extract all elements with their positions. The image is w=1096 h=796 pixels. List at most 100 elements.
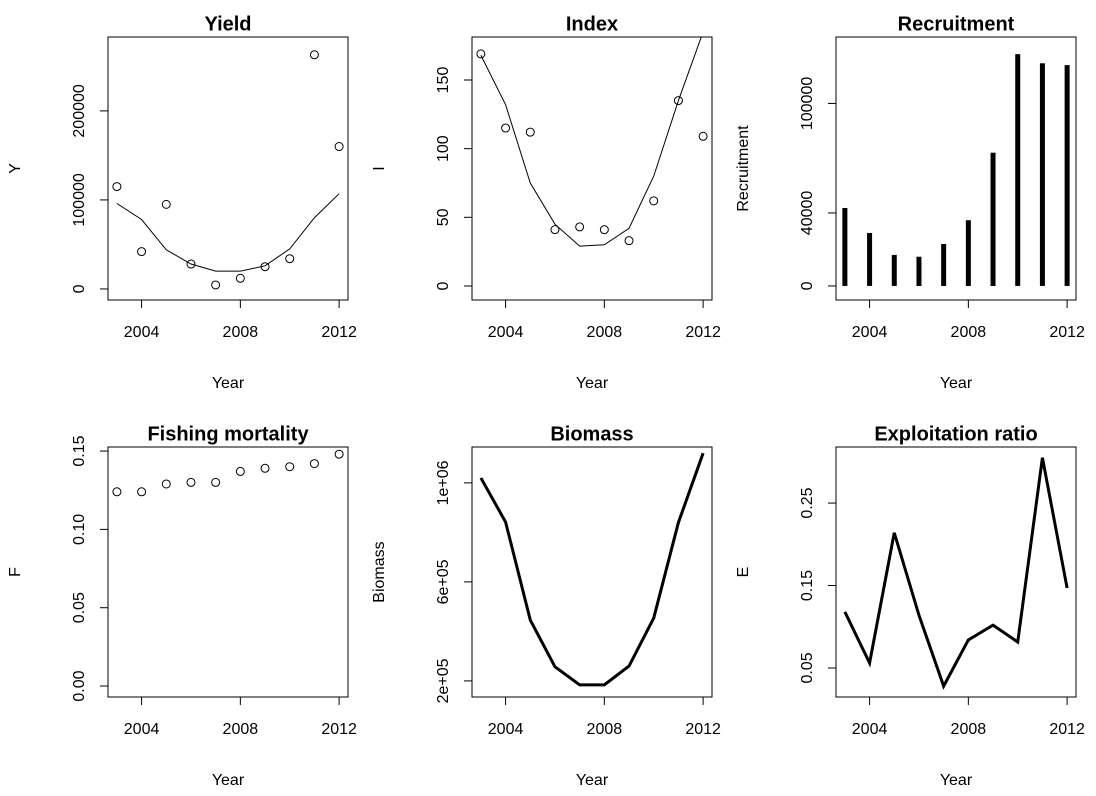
data-point xyxy=(501,123,511,133)
plot-frame xyxy=(471,446,713,698)
data-point xyxy=(137,487,147,497)
panel-title: Fishing mortality xyxy=(147,423,309,445)
y-axis-label: I xyxy=(371,166,388,170)
x-tick-label: 2012 xyxy=(321,721,357,738)
bar xyxy=(891,254,897,286)
data-point xyxy=(285,462,295,472)
data-point xyxy=(235,466,245,476)
x-tick-label: 2008 xyxy=(587,324,623,341)
data-point xyxy=(186,477,196,487)
y-tick-label: 0.15 xyxy=(71,435,88,466)
data-point xyxy=(309,50,319,60)
plot-frame xyxy=(471,36,713,301)
data-line xyxy=(480,37,702,247)
panel-title: Exploitation ratio xyxy=(874,423,1037,445)
data-point xyxy=(309,459,319,469)
panel-title: Biomass xyxy=(550,423,633,445)
y-tick-label: 100000 xyxy=(799,77,816,130)
x-axis-label: Year xyxy=(576,375,609,392)
bar xyxy=(1064,65,1070,286)
data-point xyxy=(186,259,196,269)
x-axis-label: Year xyxy=(940,772,973,789)
panel: Index Year I 2004 2008 2012 0 50 100 150 xyxy=(371,13,721,392)
y-tick-label: 0 xyxy=(799,281,816,290)
x-tick-label: 2008 xyxy=(951,721,987,738)
y-tick-label: 0.05 xyxy=(71,592,88,623)
data-line xyxy=(479,452,705,687)
data-point xyxy=(334,449,344,459)
data-line xyxy=(843,457,1069,690)
panel: Exploitation ratio Year E 2004 2008 2012 0.05 0… xyxy=(735,423,1085,789)
y-tick-label: 2e+05 xyxy=(435,658,452,703)
panel: Recruitment Year Recruitment 2004 2008 2012 0 4… xyxy=(735,13,1085,392)
data-point xyxy=(211,477,221,487)
data-point xyxy=(698,131,708,141)
data-point xyxy=(260,463,270,473)
bar xyxy=(1039,63,1045,286)
data-line xyxy=(116,193,340,272)
data-point xyxy=(161,199,171,209)
x-tick-label: 2004 xyxy=(852,721,888,738)
data-point xyxy=(575,222,585,232)
y-tick-label: 50 xyxy=(435,208,452,226)
y-tick-label: 0 xyxy=(435,281,452,290)
data-point xyxy=(599,225,609,235)
y-axis-label: Biomass xyxy=(371,541,388,602)
panel-title: Recruitment xyxy=(898,13,1015,35)
bar xyxy=(990,152,996,286)
panel: Yield Year Y 2004 2008 2012 0 100000 200000 xyxy=(7,13,357,392)
y-tick-label: 1e+06 xyxy=(435,460,452,505)
x-tick-label: 2012 xyxy=(1049,324,1085,341)
bar xyxy=(842,208,848,286)
y-tick-label: 6e+05 xyxy=(435,559,452,604)
plot-frame xyxy=(835,446,1077,698)
bar xyxy=(867,233,873,286)
data-point xyxy=(137,247,147,257)
plot-frame xyxy=(107,36,349,301)
x-tick-label: 2012 xyxy=(1049,721,1085,738)
x-tick-label: 2008 xyxy=(951,324,987,341)
data-point xyxy=(112,182,122,192)
y-tick-label: 0.25 xyxy=(799,487,816,518)
y-axis-label: E xyxy=(735,567,752,578)
data-point xyxy=(285,254,295,264)
y-tick-label: 0.00 xyxy=(71,670,88,701)
data-point xyxy=(525,127,535,137)
panel-title: Index xyxy=(566,13,618,35)
x-tick-label: 2008 xyxy=(223,721,259,738)
y-axis-label: Y xyxy=(7,163,24,174)
data-point xyxy=(161,479,171,489)
data-point xyxy=(334,142,344,152)
x-tick-label: 2008 xyxy=(587,721,623,738)
x-tick-label: 2004 xyxy=(124,324,160,341)
data-point xyxy=(235,273,245,283)
x-tick-label: 2004 xyxy=(852,324,888,341)
data-point xyxy=(476,49,486,59)
y-tick-label: 0.10 xyxy=(71,514,88,545)
panel: Biomass Year Biomass 2004 2008 2012 2e+05 6e+05… xyxy=(371,423,721,789)
y-tick-label: 100000 xyxy=(71,173,88,226)
x-tick-label: 2012 xyxy=(685,721,721,738)
data-point xyxy=(624,236,634,246)
data-point xyxy=(673,96,683,106)
x-axis-label: Year xyxy=(212,375,245,392)
bar xyxy=(965,220,971,286)
x-tick-label: 2012 xyxy=(321,324,357,341)
plot-frame xyxy=(835,36,1077,301)
data-point xyxy=(649,196,659,206)
panel: Fishing mortality Year F 2004 2008 2012 0.00 0.… xyxy=(7,423,357,789)
data-point xyxy=(112,487,122,497)
x-tick-label: 2004 xyxy=(124,721,160,738)
y-tick-label: 200000 xyxy=(71,84,88,137)
y-tick-label: 0 xyxy=(71,284,88,293)
y-tick-label: 100 xyxy=(435,135,452,162)
x-axis-label: Year xyxy=(212,772,245,789)
y-axis-label: F xyxy=(7,567,24,577)
y-tick-label: 0.15 xyxy=(799,570,816,601)
bar xyxy=(916,256,922,286)
data-point xyxy=(211,280,221,290)
plot-frame xyxy=(107,446,349,698)
x-tick-label: 2012 xyxy=(685,324,721,341)
bar xyxy=(941,243,947,286)
